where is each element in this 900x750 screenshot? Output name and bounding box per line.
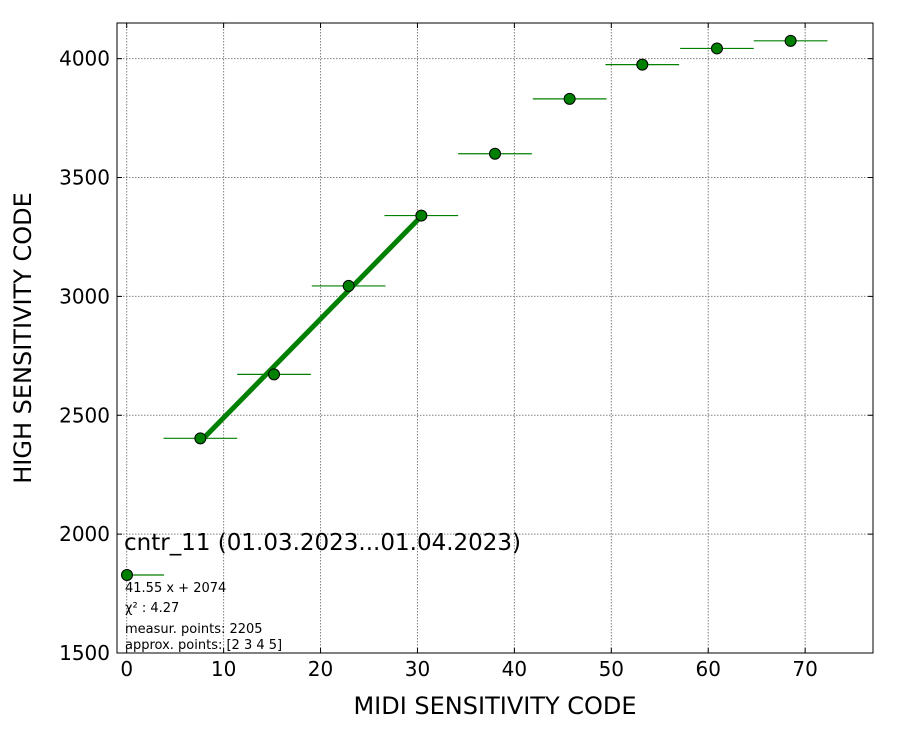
fit-line [198,214,424,444]
x-tick-label: 50 [599,657,624,681]
data-point [563,92,576,105]
x-tick-label: 60 [696,657,721,681]
legend-marker-point [121,569,133,581]
x-tick-label: 30 [405,657,430,681]
legend-approx-points: approx. points: [2 3 4 5] [125,638,282,653]
y-axis-title: HIGH SENSITIVITY CODE [9,192,37,484]
data-point [194,432,207,445]
data-point [415,209,428,222]
data-points [163,34,828,445]
grid [117,23,873,654]
data-point [710,42,723,55]
data-point [268,368,281,381]
y-tick-label: 2500 [59,403,110,427]
y-tick-label: 3000 [59,284,110,308]
fit-line-group [198,214,424,444]
y-tick-label: 3500 [59,166,110,190]
x-axis-title: MIDI SENSITIVITY CODE [353,692,636,720]
data-point [636,58,649,71]
legend-chi2: χ² : 4.27 [125,601,179,616]
x-tick-label: 40 [502,657,527,681]
x-tick-label: 10 [211,657,236,681]
x-tick-label: 0 [120,657,133,681]
data-point [489,147,501,160]
axes: 0 10 20 30 40 50 60 70 1500 2000 2500 3000 3500 4000 [59,22,874,681]
legend-marker [121,569,164,581]
x-tick-label: 20 [308,657,333,681]
x-tick-label: 70 [792,657,817,681]
data-point [342,279,355,292]
legend-equation: 41.55 x + 2074 [125,581,226,596]
legend-title: cntr_11 (01.03.2023...01.04.2023) [124,530,521,556]
y-tick-label: 2000 [59,522,110,546]
plot-frame [116,22,874,654]
legend-measur-points: measur. points: 2205 [125,622,263,637]
data-point [784,34,797,47]
y-tick-label: 1500 [59,641,110,665]
legend: cntr_11 (01.03.2023...01.04.2023) 41.55 … [121,530,521,653]
y-tick-label: 4000 [59,47,110,71]
